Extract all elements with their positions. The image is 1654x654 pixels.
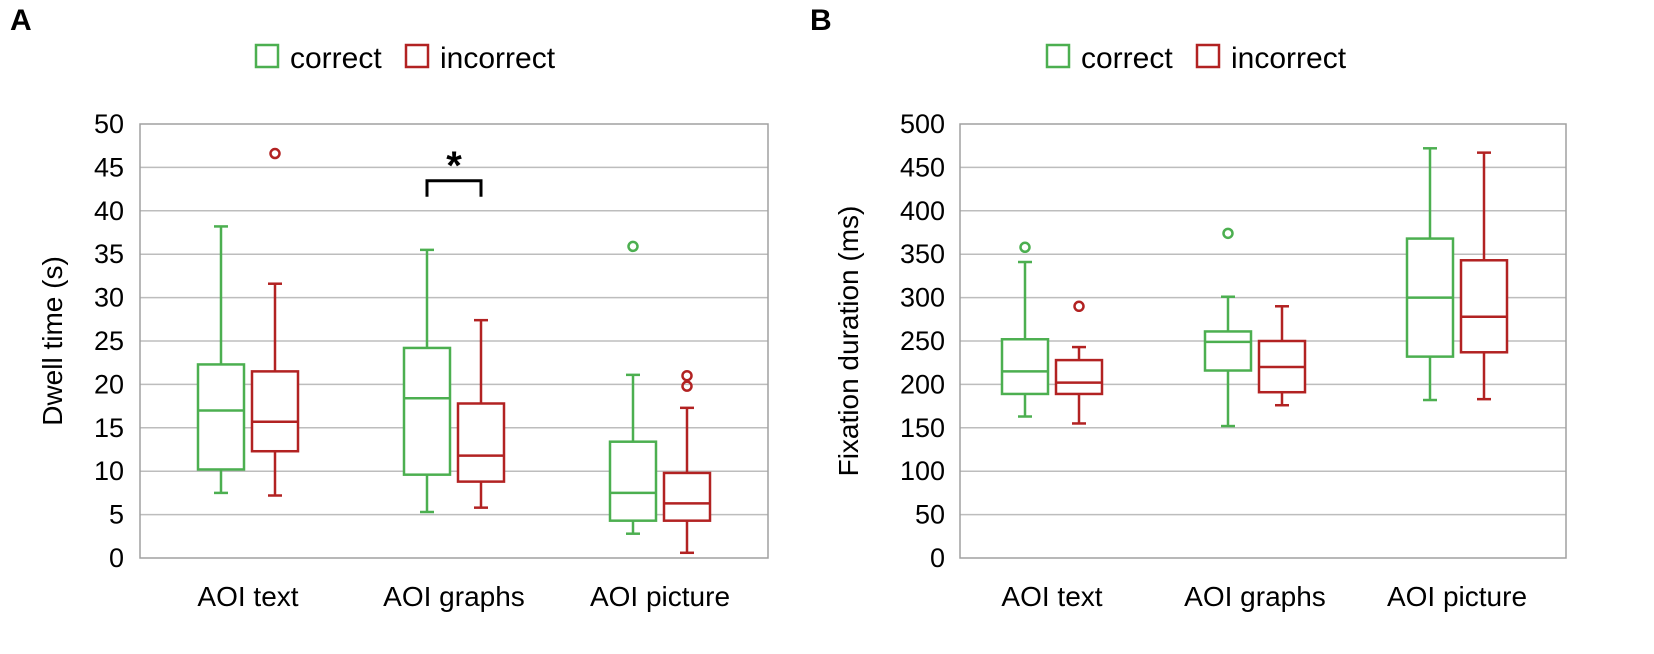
panel-a-y-tick-label: 50 bbox=[94, 109, 124, 139]
panel-a-incorrect-outlier-point bbox=[269, 147, 281, 160]
panel-a-y-tick-label: 20 bbox=[94, 369, 124, 399]
panel-b-category-label: AOI text bbox=[1001, 581, 1102, 612]
panel-a-letter: A bbox=[10, 4, 32, 37]
panel-b-correct-outlier-point bbox=[1222, 227, 1234, 240]
panel-a-significance-bracket bbox=[425, 179, 483, 197]
panel-b-correct-outlier-point bbox=[1019, 241, 1031, 254]
panel-a-y-tick-label: 35 bbox=[94, 239, 124, 269]
panel-b-y-axis-title: Fixation duration (ms) bbox=[833, 206, 864, 477]
panel-b-y-tick-label: 300 bbox=[900, 283, 945, 313]
panel-b-legend-swatch-correct bbox=[1045, 43, 1071, 69]
panel-a-incorrect-box bbox=[662, 471, 712, 522]
panel-b-y-tick-label: 250 bbox=[900, 326, 945, 356]
panel-a-y-tick-label: 40 bbox=[94, 196, 124, 226]
panel-b-y-tick-label: 150 bbox=[900, 413, 945, 443]
panel-a-significance-star: * bbox=[446, 144, 462, 188]
panel-a-y-tick-label: 0 bbox=[109, 543, 124, 573]
panel-a-y-tick-label: 45 bbox=[94, 152, 124, 182]
panel-b-legend-label-incorrect: incorrect bbox=[1231, 42, 1347, 75]
panel-a-y-tick-label: 5 bbox=[109, 500, 124, 530]
panel-a-y-tick-label: 10 bbox=[94, 456, 124, 486]
panel-a-correct-outlier-point bbox=[627, 240, 639, 253]
panel-a-legend-swatch-correct bbox=[254, 43, 280, 69]
panel-b-category-label: AOI picture bbox=[1387, 581, 1527, 612]
panel-a-correct-box bbox=[608, 440, 658, 522]
panel-a-category-label: AOI text bbox=[197, 581, 298, 612]
panel-b-y-tick-label: 200 bbox=[900, 369, 945, 399]
panel-b-correct-box bbox=[1203, 330, 1253, 372]
panel-a-correct-box bbox=[196, 363, 246, 471]
panel-b-correct-box bbox=[1000, 338, 1050, 396]
panel-a-legend-label-correct: correct bbox=[290, 42, 382, 75]
panel-a-y-tick-label: 25 bbox=[94, 326, 124, 356]
panel-b-incorrect-box bbox=[1054, 358, 1104, 396]
panel-b-incorrect-outlier-point bbox=[1073, 300, 1085, 313]
panel-a-legend-swatch-incorrect bbox=[404, 43, 430, 69]
panel-a-plot-frame bbox=[139, 123, 769, 559]
panel-a-category-label: AOI graphs bbox=[383, 581, 525, 612]
panel-b-plot-frame bbox=[959, 123, 1567, 559]
panel-b-incorrect-box bbox=[1459, 259, 1509, 354]
panel-a-category-label: AOI picture bbox=[590, 581, 730, 612]
panel-a-y-tick-label: 15 bbox=[94, 413, 124, 443]
panel-b-category-label: AOI graphs bbox=[1184, 581, 1326, 612]
panel-b-y-tick-label: 0 bbox=[930, 543, 945, 573]
panel-a-incorrect-outlier-point bbox=[681, 380, 693, 392]
panel-a-correct-box bbox=[402, 346, 452, 476]
panel-b-y-tick-label: 500 bbox=[900, 109, 945, 139]
panel-b-letter: B bbox=[810, 4, 832, 37]
panel-b-y-tick-label: 50 bbox=[915, 500, 945, 530]
panel-b-legend-swatch-incorrect bbox=[1195, 43, 1221, 69]
panel-b-y-tick-label: 450 bbox=[900, 152, 945, 182]
panel-b-y-tick-label: 100 bbox=[900, 456, 945, 486]
panel-b-y-tick-label: 400 bbox=[900, 196, 945, 226]
panel-a-y-axis-title: Dwell time (s) bbox=[37, 256, 68, 426]
panel-a-incorrect-box bbox=[250, 370, 300, 453]
panel-a-incorrect-outlier-point bbox=[681, 369, 693, 382]
panel-b-y-tick-label: 350 bbox=[900, 239, 945, 269]
panel-b-legend-label-correct: correct bbox=[1081, 42, 1173, 75]
panel-a-legend-label-incorrect: incorrect bbox=[440, 42, 556, 75]
panel-a-incorrect-box bbox=[456, 402, 506, 483]
panel-a-y-tick-label: 30 bbox=[94, 283, 124, 313]
